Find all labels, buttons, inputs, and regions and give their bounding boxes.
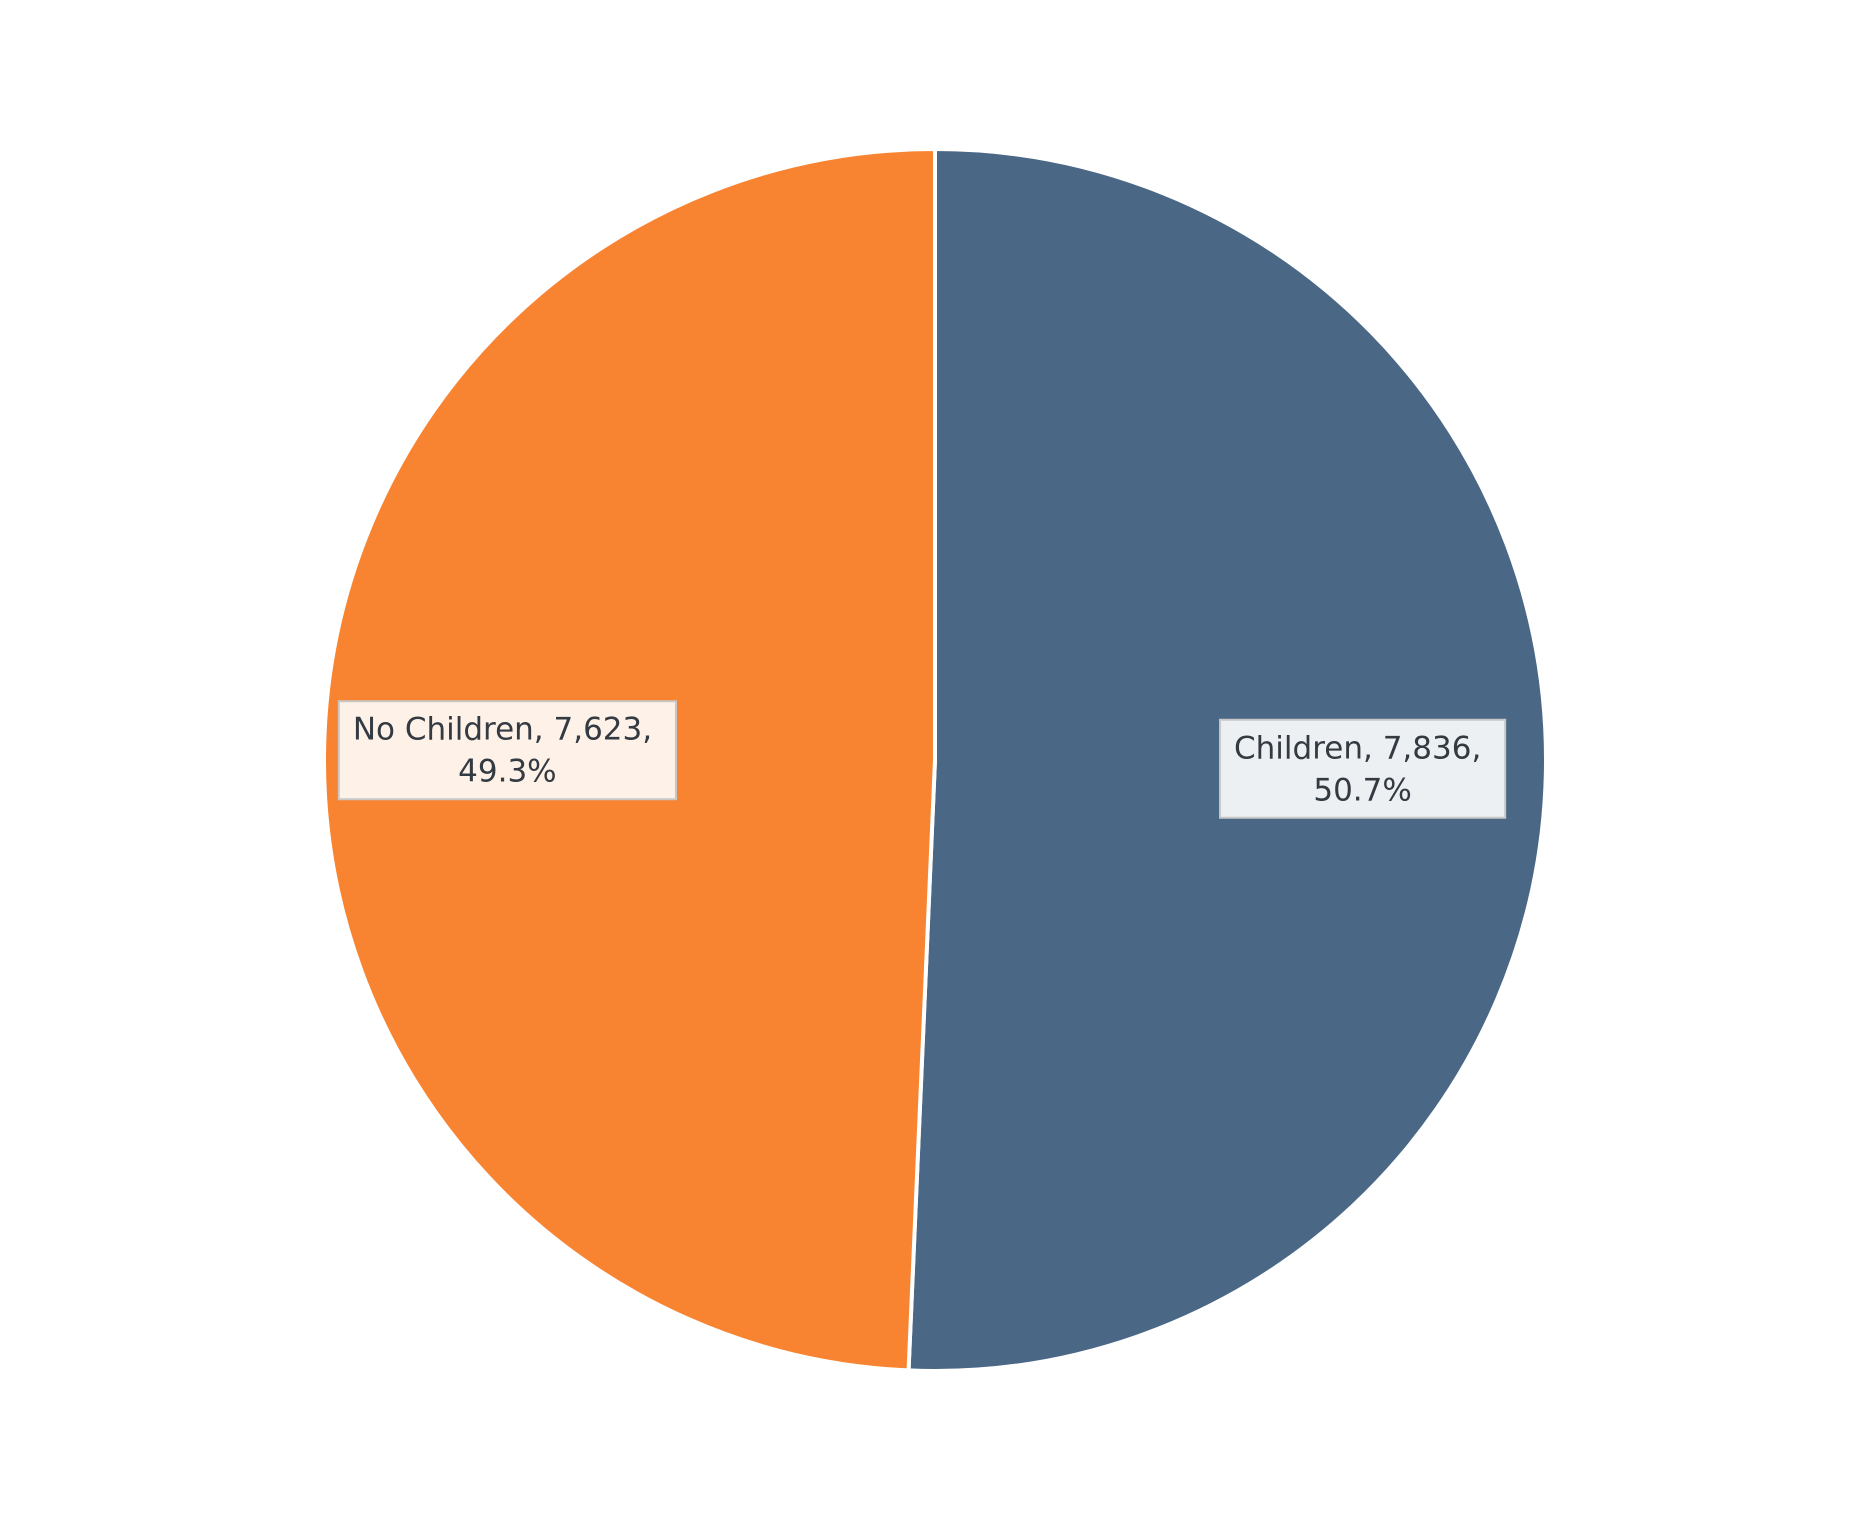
data-label: Children, 7,836, 50.7% xyxy=(1219,718,1507,819)
data-label-text: No Children, 7,623, 49.3% xyxy=(353,711,662,789)
data-label-line: Children, 7,836, xyxy=(1234,730,1491,766)
data-label-box xyxy=(337,700,677,801)
data-label: No Children, 7,623, 49.3% xyxy=(337,700,677,801)
data-label-line: 50.7% xyxy=(1313,772,1411,808)
data-label-box xyxy=(1219,718,1507,819)
data-label-line: No Children, 7,623, xyxy=(353,711,662,747)
data-label-line: 49.3% xyxy=(458,753,556,789)
data-label-text: Children, 7,836, 50.7% xyxy=(1234,730,1491,808)
